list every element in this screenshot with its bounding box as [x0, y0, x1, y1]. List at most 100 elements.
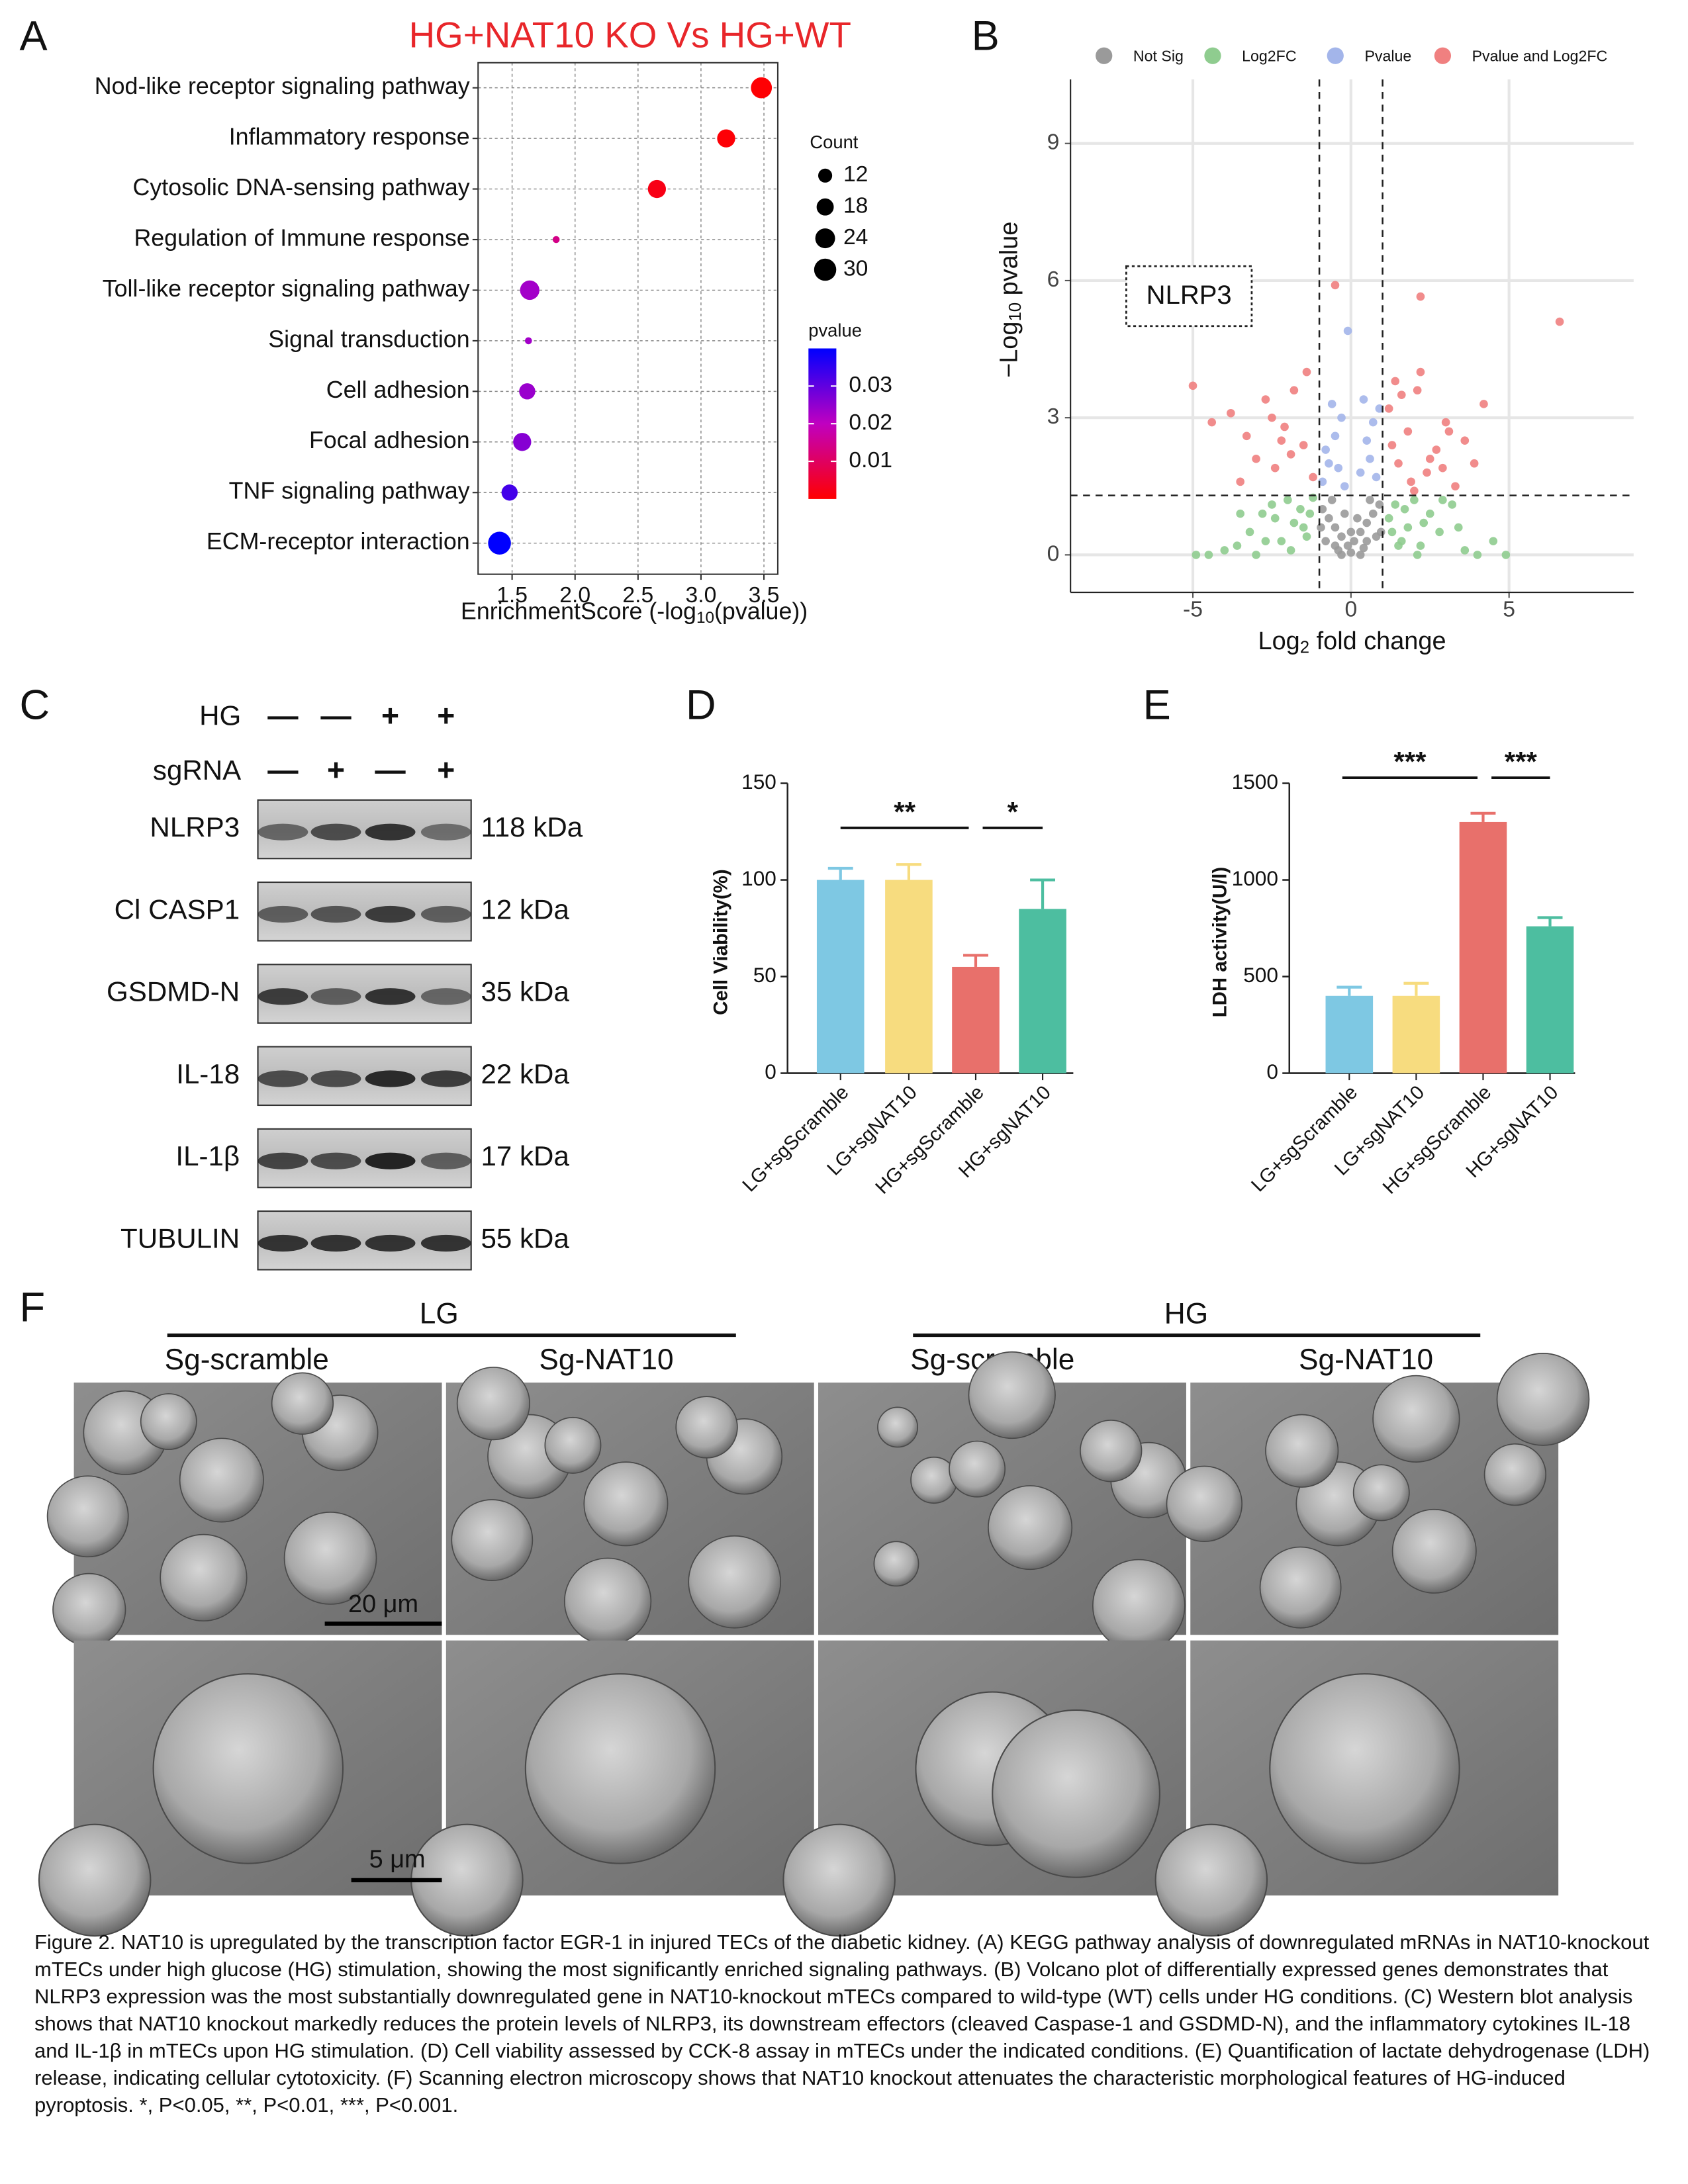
significance-label: ***: [1393, 746, 1427, 777]
legend-title: Count: [810, 132, 858, 152]
point: [1337, 551, 1346, 559]
y-tick-label: 1000: [1232, 866, 1278, 890]
point: [1359, 395, 1368, 404]
point: [1419, 518, 1429, 527]
point: [1270, 463, 1280, 473]
point: [1289, 386, 1299, 395]
point: [1362, 537, 1372, 545]
legend-bubble: [814, 258, 837, 281]
bubble: [513, 433, 532, 451]
sem-cell: [1166, 1465, 1243, 1543]
protein-label: IL-18: [176, 1058, 240, 1089]
sem-cell: [271, 1372, 334, 1435]
protein-size: 118 kDa: [481, 811, 583, 842]
y-tick-label: 3: [1047, 404, 1060, 429]
bar: [1459, 821, 1507, 1073]
protein-size: 22 kDa: [481, 1058, 569, 1089]
point: [1372, 473, 1381, 482]
point: [1343, 541, 1352, 550]
protein-label: IL-1β: [175, 1140, 240, 1171]
y-axis-title-part: −Log: [996, 322, 1023, 378]
point: [1261, 395, 1270, 404]
point: [1394, 459, 1403, 468]
condition-label: sgRNA: [153, 754, 241, 786]
colorbar-label: 0.02: [849, 410, 892, 435]
point: [1555, 317, 1564, 326]
colorbar-label: 0.01: [849, 448, 892, 473]
x-tick-label: 1.5: [496, 583, 528, 608]
point: [1441, 418, 1450, 427]
x-axis-title: Log2 fold change: [1258, 627, 1446, 657]
point: [1268, 500, 1276, 509]
legend-marker: [1327, 47, 1344, 64]
point: [1236, 509, 1244, 518]
sem-cell: [544, 1416, 602, 1474]
sem-cell: [46, 1475, 129, 1558]
bar: [1392, 995, 1440, 1073]
condition-sign: +: [437, 752, 455, 787]
point: [1220, 546, 1229, 555]
point: [1245, 527, 1254, 537]
caption-text: (A) KEGG pathway analysis of downregulat…: [34, 1931, 1650, 2116]
point: [1368, 509, 1378, 518]
point: [1346, 527, 1356, 537]
sem-cell: [1352, 1464, 1410, 1522]
point: [1451, 482, 1460, 491]
blot-band: [420, 988, 471, 1005]
y-axis-title: −Log10 pvalue: [996, 222, 1025, 378]
point: [1286, 546, 1295, 555]
point: [1321, 537, 1330, 545]
point: [1289, 518, 1299, 527]
y-axis-title-part: 10: [1006, 302, 1025, 322]
group-label: HG: [1164, 1298, 1208, 1330]
column-label: Sg-NAT10: [1299, 1343, 1433, 1376]
point: [1356, 468, 1365, 477]
sem-cell: [38, 1823, 152, 1937]
legend-marker: [1434, 47, 1452, 64]
protein-label: TUBULIN: [120, 1222, 240, 1253]
blot-band: [310, 905, 361, 923]
x-axis-title-part: Log: [1258, 627, 1300, 655]
blot-band: [310, 1234, 361, 1252]
protein-size: 35 kDa: [481, 976, 569, 1007]
point: [1423, 468, 1431, 477]
sem-cell: [456, 1367, 531, 1441]
point: [1309, 473, 1317, 482]
sem-cell: [1496, 1353, 1590, 1446]
point: [1444, 427, 1454, 436]
point: [1387, 441, 1397, 449]
point: [1353, 514, 1362, 523]
point: [1435, 527, 1444, 537]
annotation: NLRP3: [1147, 281, 1232, 310]
point: [1233, 541, 1242, 550]
bubble: [525, 337, 532, 345]
point: [1299, 441, 1308, 449]
point: [1425, 455, 1434, 463]
point: [1391, 377, 1400, 386]
y-axis-title: Cell Viability(%): [710, 869, 732, 1015]
point: [1331, 541, 1340, 550]
blot-band: [365, 823, 416, 841]
x-axis-title: EnrichmentScore (-log10(pvalue)): [461, 598, 808, 627]
y-tick-label: 0: [1047, 541, 1060, 566]
blot-band: [310, 1070, 361, 1087]
x-axis-title-part: 10: [696, 609, 714, 627]
sem-cell: [873, 1541, 919, 1587]
point: [1394, 541, 1403, 550]
point: [1318, 477, 1327, 486]
y-tick-label: 6: [1047, 267, 1060, 292]
y-tick-label: 0: [1266, 1060, 1278, 1083]
protein-size: 12 kDa: [481, 893, 569, 925]
x-axis-title-part: fold change: [1309, 627, 1446, 655]
group-label: LG: [420, 1298, 459, 1330]
point: [1331, 523, 1340, 532]
point: [1432, 445, 1441, 454]
y-tick-label: ECM-receptor interaction: [207, 528, 470, 555]
condition-sign: —: [375, 752, 406, 787]
sem-cell: [583, 1461, 669, 1547]
point: [1327, 496, 1336, 504]
significance-label: **: [894, 796, 915, 827]
plot-frame: [477, 62, 779, 575]
